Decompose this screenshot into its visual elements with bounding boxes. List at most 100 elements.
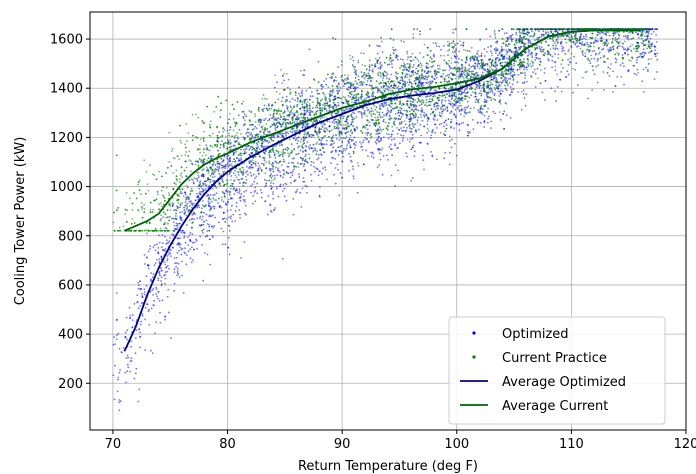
scatter-point	[157, 290, 160, 293]
scatter-point	[498, 29, 501, 32]
scatter-point	[474, 63, 477, 65]
scatter-point	[458, 73, 461, 76]
scatter-point	[623, 65, 625, 68]
scatter-point	[250, 132, 253, 134]
scatter-point	[374, 108, 377, 111]
scatter-point	[289, 100, 291, 103]
scatter-point	[372, 156, 375, 159]
scatter-point	[143, 254, 146, 256]
scatter-point	[561, 50, 563, 53]
scatter-point	[160, 284, 163, 287]
scatter-point	[276, 81, 278, 84]
scatter-point	[226, 129, 229, 132]
scatter-point	[248, 153, 251, 156]
scatter-point	[423, 125, 425, 128]
scatter-point	[190, 187, 193, 190]
scatter-point	[362, 141, 364, 144]
scatter-point	[347, 82, 350, 85]
scatter-point	[501, 48, 504, 51]
scatter-point	[400, 122, 403, 125]
scatter-point	[187, 186, 189, 189]
scatter-point	[360, 71, 363, 73]
scatter-point	[234, 160, 236, 163]
scatter-point	[394, 143, 396, 146]
scatter-point	[131, 326, 134, 329]
scatter-point	[299, 156, 302, 159]
scatter-point	[522, 93, 525, 95]
scatter-point	[168, 251, 171, 254]
scatter-point	[320, 128, 323, 131]
scatter-point	[375, 142, 378, 145]
scatter-point	[556, 48, 559, 50]
scatter-point	[475, 98, 478, 101]
scatter-point	[554, 48, 557, 50]
scatter-point	[387, 133, 390, 136]
scatter-point	[199, 217, 201, 220]
scatter-point	[310, 110, 313, 112]
scatter-point	[461, 70, 464, 73]
scatter-point	[449, 102, 452, 105]
scatter-point	[432, 129, 434, 131]
scatter-point	[379, 67, 382, 70]
scatter-point	[189, 257, 192, 260]
scatter-point	[215, 187, 218, 189]
scatter-point	[272, 161, 274, 164]
scatter-point	[150, 307, 153, 310]
scatter-point	[361, 148, 364, 151]
scatter-point	[241, 177, 244, 180]
scatter-point	[186, 202, 189, 205]
scatter-point	[300, 206, 303, 208]
scatter-point	[468, 50, 471, 53]
scatter-point	[202, 232, 204, 234]
scatter-point	[171, 204, 174, 207]
scatter-point	[147, 264, 149, 266]
scatter-point	[214, 216, 216, 219]
scatter-point	[510, 36, 513, 39]
scatter-point	[426, 82, 428, 85]
scatter-point	[447, 54, 449, 57]
scatter-point	[426, 46, 429, 49]
scatter-point	[243, 150, 246, 153]
scatter-point	[240, 160, 243, 163]
scatter-point	[358, 96, 360, 99]
scatter-point	[245, 165, 248, 168]
scatter-point	[320, 154, 323, 157]
scatter-point	[409, 117, 412, 120]
scatter-point	[422, 99, 425, 102]
scatter-point	[235, 150, 238, 153]
scatter-point	[286, 149, 289, 152]
scatter-point	[434, 74, 437, 77]
scatter-point	[181, 274, 183, 277]
scatter-point	[253, 180, 256, 183]
scatter-point	[301, 126, 304, 129]
scatter-point	[491, 89, 493, 92]
scatter-point	[412, 106, 415, 108]
scatter-point	[428, 95, 431, 98]
scatter-point	[462, 44, 465, 47]
scatter-point	[153, 299, 156, 302]
scatter-point	[152, 276, 154, 278]
scatter-point	[555, 44, 557, 47]
scatter-point	[343, 115, 345, 118]
scatter-point	[636, 68, 639, 71]
scatter-point	[347, 94, 350, 97]
scatter-point	[618, 34, 621, 37]
scatter-point	[255, 175, 258, 178]
scatter-point	[282, 152, 285, 155]
scatter-point	[170, 337, 172, 339]
scatter-point	[326, 129, 329, 131]
scatter-point	[413, 155, 416, 158]
scatter-point	[503, 127, 505, 130]
scatter-point	[385, 77, 388, 80]
scatter-point	[377, 45, 380, 48]
scatter-point	[145, 275, 148, 278]
scatter-point	[481, 113, 484, 115]
scatter-point	[392, 39, 395, 41]
scatter-point	[160, 276, 163, 279]
scatter-point	[187, 236, 189, 238]
scatter-point	[472, 65, 474, 67]
scatter-point	[566, 70, 569, 73]
scatter-point	[372, 152, 374, 155]
scatter-point	[192, 259, 194, 261]
scatter-point	[572, 32, 575, 34]
